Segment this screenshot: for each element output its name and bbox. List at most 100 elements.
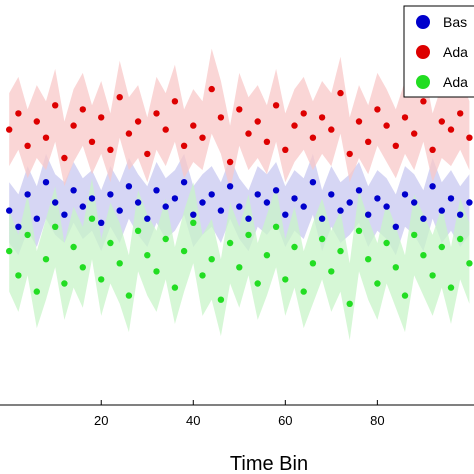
point-series-2 xyxy=(457,110,464,117)
point-series-3 xyxy=(263,252,271,259)
point-series-1 xyxy=(199,199,206,206)
point-series-1 xyxy=(254,191,261,198)
point-series-1 xyxy=(208,191,215,198)
point-series-2 xyxy=(282,146,289,153)
band-series-2 xyxy=(9,48,470,191)
point-series-2 xyxy=(70,122,77,129)
point-series-3 xyxy=(70,243,77,251)
point-series-1 xyxy=(355,187,363,194)
point-series-2 xyxy=(88,138,96,145)
point-series-3 xyxy=(245,231,252,239)
point-series-3 xyxy=(300,288,307,295)
point-series-2 xyxy=(190,122,197,129)
point-series-1 xyxy=(33,215,40,222)
point-series-1 xyxy=(374,195,381,202)
point-series-1 xyxy=(272,187,280,194)
point-series-1 xyxy=(429,183,436,190)
x-tick-label: 40 xyxy=(186,413,200,428)
point-series-3 xyxy=(24,231,31,239)
point-series-2 xyxy=(15,110,22,117)
point-series-1 xyxy=(217,207,225,214)
point-series-2 xyxy=(199,134,206,141)
point-series-3 xyxy=(291,243,298,251)
point-series-2 xyxy=(300,110,307,117)
point-series-1 xyxy=(134,199,142,206)
point-series-3 xyxy=(134,227,142,234)
point-series-2 xyxy=(411,130,418,137)
point-series-3 xyxy=(226,239,234,247)
point-series-2 xyxy=(61,154,68,162)
legend-marker-2 xyxy=(416,45,430,59)
point-series-1 xyxy=(144,215,151,222)
point-series-2 xyxy=(98,114,105,121)
point-series-2 xyxy=(52,102,59,109)
point-series-3 xyxy=(401,292,409,299)
point-series-3 xyxy=(429,272,436,279)
point-series-2 xyxy=(337,89,344,97)
point-series-3 xyxy=(309,260,317,267)
point-series-2 xyxy=(291,122,298,129)
point-series-2 xyxy=(245,130,252,137)
point-series-1 xyxy=(346,199,353,206)
point-series-1 xyxy=(153,187,160,194)
point-series-1 xyxy=(190,211,197,218)
point-series-3 xyxy=(374,280,381,287)
point-series-3 xyxy=(6,247,13,255)
point-series-2 xyxy=(429,146,436,153)
point-series-3 xyxy=(107,239,114,247)
point-series-1 xyxy=(15,223,22,230)
point-series-2 xyxy=(328,126,335,133)
legend-marker-1 xyxy=(416,15,430,29)
point-series-1 xyxy=(180,179,188,186)
point-series-1 xyxy=(300,203,307,210)
point-series-2 xyxy=(180,142,188,149)
legend-marker-3 xyxy=(416,75,430,89)
x-ticks: 20 40 60 80 xyxy=(94,400,385,428)
point-series-2 xyxy=(116,94,123,101)
point-series-2 xyxy=(24,142,31,149)
point-series-3 xyxy=(199,272,206,279)
point-series-3 xyxy=(272,223,280,230)
point-series-3 xyxy=(254,280,261,287)
point-series-1 xyxy=(420,215,427,222)
point-series-3 xyxy=(190,219,197,226)
point-series-1 xyxy=(318,215,326,222)
point-series-3 xyxy=(411,231,418,239)
point-series-1 xyxy=(365,211,372,218)
point-series-2 xyxy=(6,126,13,133)
point-series-2 xyxy=(217,114,225,121)
point-series-3 xyxy=(116,260,123,267)
point-series-2 xyxy=(254,118,261,125)
point-series-3 xyxy=(346,300,353,307)
point-series-3 xyxy=(337,247,344,255)
point-series-1 xyxy=(263,199,271,206)
point-series-3 xyxy=(392,264,399,271)
point-series-2 xyxy=(272,102,280,109)
point-series-3 xyxy=(88,215,96,222)
point-series-2 xyxy=(438,118,445,125)
point-series-3 xyxy=(79,264,87,271)
point-series-1 xyxy=(457,211,464,218)
point-series-2 xyxy=(144,150,151,158)
point-series-2 xyxy=(42,134,50,141)
point-series-1 xyxy=(98,219,105,226)
point-series-1 xyxy=(24,191,31,198)
point-series-1 xyxy=(392,223,399,230)
point-series-2 xyxy=(318,114,326,121)
point-series-2 xyxy=(208,85,215,93)
point-series-3 xyxy=(282,276,289,283)
point-series-1 xyxy=(447,195,455,202)
point-series-3 xyxy=(162,235,169,243)
legend: Bas Ada Ada xyxy=(403,5,474,98)
point-series-2 xyxy=(263,138,271,145)
point-series-2 xyxy=(226,158,234,166)
point-series-3 xyxy=(144,252,151,259)
point-series-3 xyxy=(171,284,179,291)
x-tick-label: 60 xyxy=(278,413,292,428)
point-series-3 xyxy=(447,284,455,291)
point-series-1 xyxy=(226,183,234,190)
point-series-1 xyxy=(291,195,298,202)
point-series-3 xyxy=(457,235,464,243)
point-series-3 xyxy=(61,280,68,287)
